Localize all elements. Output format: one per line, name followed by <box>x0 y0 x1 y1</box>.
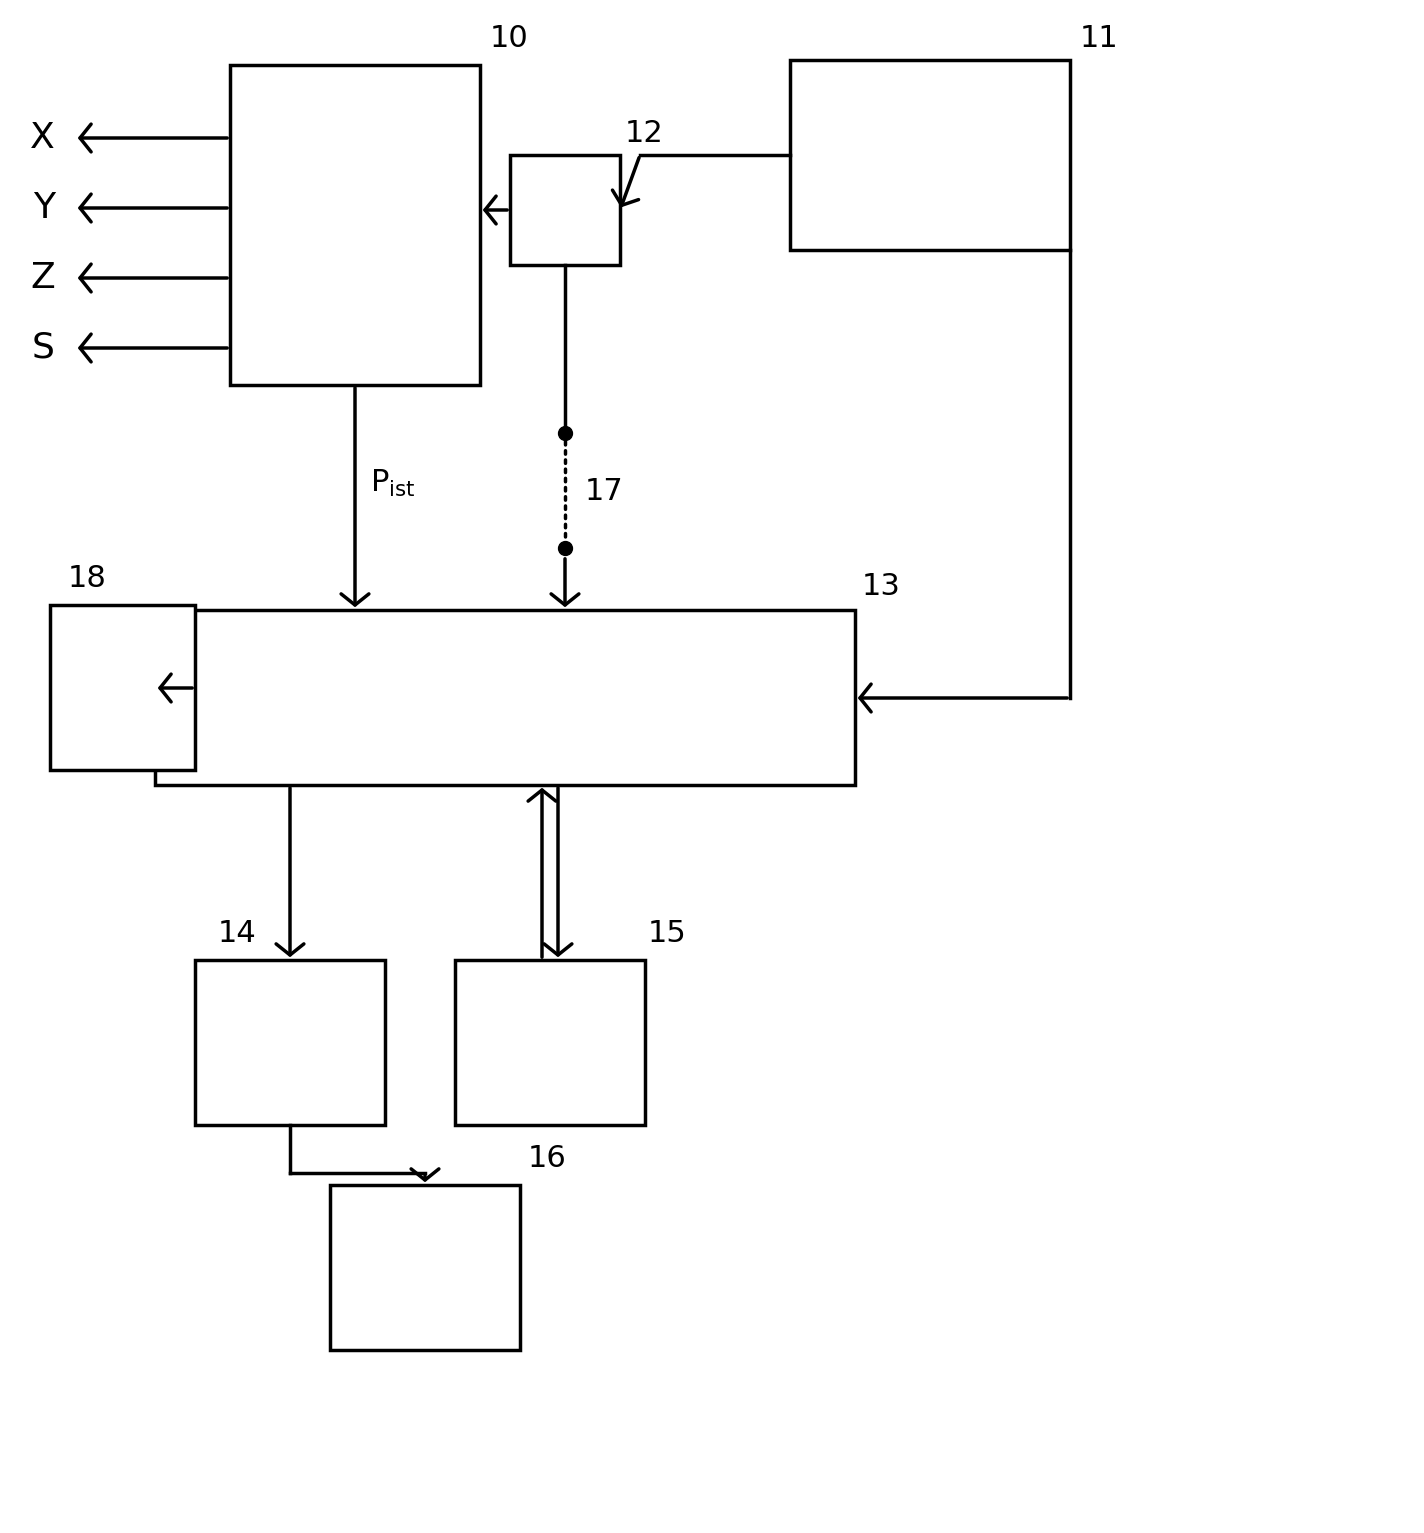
Bar <box>456 960 645 1125</box>
Text: 10: 10 <box>490 25 528 54</box>
Text: 16: 16 <box>528 1144 567 1173</box>
Bar <box>195 960 384 1125</box>
Text: 12: 12 <box>625 120 664 149</box>
Bar <box>330 1185 520 1351</box>
Text: 15: 15 <box>648 918 686 947</box>
Text: X: X <box>30 121 56 155</box>
Text: P$_{\mathregular{ist}}$: P$_{\mathregular{ist}}$ <box>370 468 416 498</box>
Text: 13: 13 <box>862 572 901 601</box>
Text: S: S <box>33 331 56 365</box>
Text: Y: Y <box>33 192 56 225</box>
Text: 17: 17 <box>585 477 624 506</box>
Bar <box>231 64 480 385</box>
Bar <box>155 610 854 785</box>
Bar <box>510 155 619 265</box>
Text: 14: 14 <box>218 918 256 947</box>
Text: 11: 11 <box>1079 25 1119 54</box>
Bar <box>790 60 1069 250</box>
Text: 18: 18 <box>68 564 107 593</box>
Bar <box>50 606 195 770</box>
Text: Z: Z <box>30 261 56 294</box>
